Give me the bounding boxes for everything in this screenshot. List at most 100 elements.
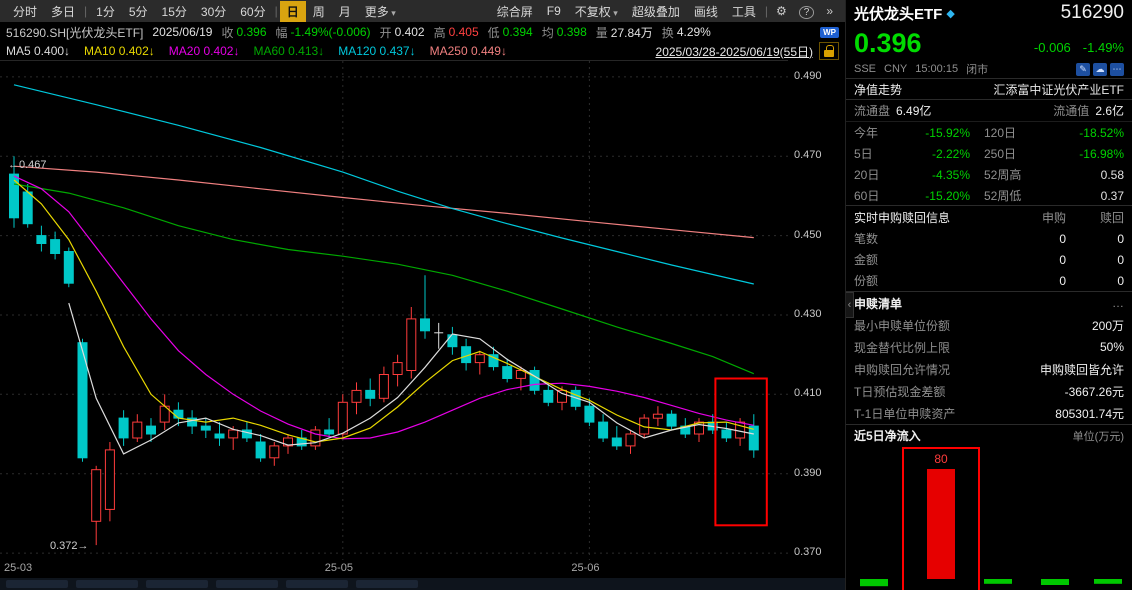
ma10-legend: MA10 0.402↓ (84, 44, 155, 58)
edit-icon[interactable] (1076, 62, 1090, 76)
tab-15min[interactable]: 15分 (161, 4, 187, 19)
tab-more[interactable]: 更多 (358, 1, 403, 22)
ma5-legend: MA5 0.400↓ (6, 44, 71, 58)
wp-badge-icon[interactable]: WP (820, 26, 839, 38)
gear-icon[interactable] (770, 3, 793, 19)
unit-label: 单位(万元) (1072, 430, 1124, 443)
currency-label: CNY (884, 63, 908, 75)
stat-value: 0.37 (1100, 188, 1124, 203)
svg-text:80: 80 (934, 452, 948, 466)
fund-info-panel: 光伏龙头ETF 516290 0.396 -0.006 -1.49% SSE C… (845, 0, 1132, 590)
stat-label: 52周低 (984, 189, 1022, 203)
date-range-label[interactable]: 2025/03/28-2025/06/19(55日) (655, 44, 813, 59)
stat-value: -15.92% (925, 125, 970, 140)
ma20-legend: MA20 0.402↓ (168, 44, 240, 58)
high-value: 0.405 (448, 25, 479, 39)
tab-day[interactable]: 日 (279, 0, 306, 22)
tab-intraday[interactable]: 分时 (13, 4, 38, 19)
turnover-label: 换 (661, 25, 674, 40)
tab-week[interactable]: 周 (312, 4, 325, 19)
price-axis-label: 0.470 (794, 149, 822, 162)
price-axis-label: 0.430 (794, 307, 822, 320)
stat-value: 0.58 (1100, 167, 1124, 182)
stat-row: 20日 -4.35% 52周高 0.58 (854, 164, 1124, 185)
svg-text:←0.467: ←0.467 (8, 159, 47, 171)
list-label: T-1日单位申赎资产 (854, 406, 956, 421)
x-axis-label: 25-05 (324, 562, 353, 574)
stat-label: 250日 (984, 147, 1017, 161)
price-axis-label: 0.490 (794, 69, 822, 82)
redemption-list-title: 申赎清单 (854, 296, 903, 311)
taskbar-tab[interactable] (286, 580, 348, 588)
volume-label: 量 (595, 25, 608, 40)
high-label: 高 (433, 25, 446, 40)
more-ellipsis[interactable]: … (1112, 296, 1124, 310)
sub-label: 金额 (854, 253, 879, 267)
price-axis-label: 0.410 (794, 387, 822, 400)
help-icon[interactable] (793, 3, 821, 19)
stat-value: -4.35% (931, 167, 970, 182)
list-row: 申购赎回允许情况 申购赎回皆允许 (846, 358, 1132, 380)
open-value: 0.402 (394, 25, 425, 39)
ma120-legend: MA120 0.437↓ (338, 44, 416, 58)
btn-super-overlay[interactable]: 超级叠加 (631, 4, 680, 19)
ma250-legend: MA250 0.449↓ (429, 44, 507, 58)
list-row: T日预估现金差额 -3667.26元 (846, 380, 1132, 402)
separator (273, 4, 280, 18)
low-label: 低 (487, 25, 500, 40)
btn-composite-screen[interactable]: 综合屏 (496, 4, 533, 19)
taskbar-tab[interactable] (76, 580, 138, 588)
chart-panel: 分时 多日 1分 5分 15分 30分 60分 日 周 月 更多 综合屏 F9 … (0, 0, 845, 590)
sub-value: 0 (1117, 273, 1124, 288)
close-value: 0.396 (236, 25, 267, 39)
svg-text:0.372→: 0.372→ (50, 540, 89, 552)
list-label: 最小申赎单位份额 (854, 318, 951, 333)
tab-month[interactable]: 月 (338, 4, 351, 19)
tab-5min[interactable]: 5分 (128, 4, 148, 19)
btn-f9[interactable]: F9 (546, 4, 561, 18)
circulation-label: 流通盘 (854, 104, 891, 118)
stat-label: 52周高 (984, 168, 1022, 182)
taskbar-tab[interactable] (216, 580, 278, 588)
sub-value: 0 (1117, 252, 1124, 267)
fund-code: 516290 (1060, 2, 1124, 23)
subscription-title: 实时申购赎回信息 (854, 210, 951, 225)
btn-draw-line[interactable]: 画线 (693, 4, 718, 19)
fund-name-title: 光伏龙头ETF (854, 5, 943, 23)
subscription-section: 实时申购赎回信息 申购 赎回 笔数 0 0 金额 0 0 份额 0 0 (846, 206, 1132, 292)
btn-tools[interactable]: 工具 (731, 4, 756, 19)
stat-label: 5日 (854, 147, 873, 161)
lock-icon[interactable] (819, 42, 839, 60)
expand-icon[interactable] (820, 3, 839, 19)
fund-full-name: 汇添富中证光伏产业ETF (993, 82, 1124, 97)
tab-60min[interactable]: 60分 (240, 4, 266, 19)
taskbar-tab[interactable] (6, 580, 68, 588)
collapse-panel-handle[interactable] (846, 292, 854, 318)
tab-multiday[interactable]: 多日 (51, 4, 76, 19)
price-axis: 0.490 0.470 0.450 0.430 0.410 0.390 0.370 (790, 60, 845, 560)
stat-row: 今年 -15.92% 120日 -18.52% (854, 122, 1124, 143)
more-options-icon[interactable] (1110, 62, 1124, 76)
circ-value-value: 2.6亿 (1095, 104, 1124, 118)
stat-label: 20日 (854, 168, 880, 182)
tab-1min[interactable]: 1分 (96, 4, 115, 19)
nav-trend-link[interactable]: 净值走势 (854, 82, 903, 97)
sub-value: 0 (1059, 273, 1066, 288)
symbol-label[interactable]: 516290.SH[光伏龙头ETF] (6, 25, 144, 40)
tab-30min[interactable]: 30分 (200, 4, 227, 19)
volume-value: 27.84万 (610, 25, 653, 40)
kline-chart[interactable]: ←0.467 0.372→ (0, 60, 788, 560)
sub-label: 份额 (854, 274, 879, 288)
cloud-icon[interactable] (1093, 62, 1107, 76)
taskbar-tab[interactable] (356, 580, 418, 588)
market-status: 闭市 (966, 64, 989, 76)
price-change: -0.006 (1033, 39, 1071, 55)
stat-row: 5日 -2.22% 250日 -16.98% (854, 143, 1124, 164)
taskbar-tab[interactable] (146, 580, 208, 588)
bottom-taskbar[interactable] (0, 578, 845, 590)
price-axis-label: 0.370 (794, 546, 822, 559)
stat-value: -16.98% (1079, 146, 1124, 161)
list-value: 200万 (1091, 318, 1124, 333)
list-label: 现金替代比例上限 (854, 340, 951, 355)
btn-adjustment-none[interactable]: 不复权 (568, 1, 625, 22)
